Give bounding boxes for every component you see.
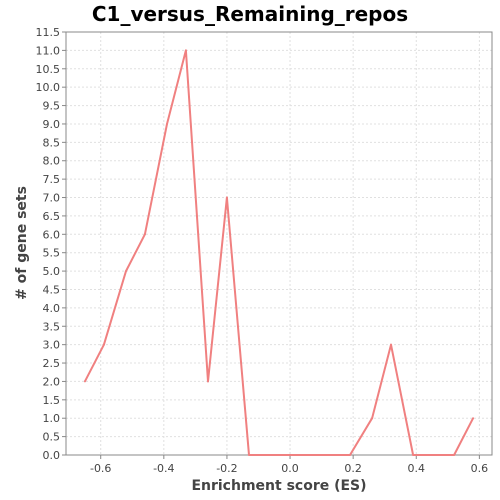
data-point xyxy=(102,343,105,346)
y-tick-label: 7.0 xyxy=(43,192,61,205)
y-tick-label: 0.0 xyxy=(43,449,61,462)
y-tick-label: 11.0 xyxy=(36,44,61,57)
y-tick-label: 6.0 xyxy=(43,228,61,241)
y-tick-label: 5.5 xyxy=(43,247,61,260)
x-tick-label: -0.4 xyxy=(153,462,174,475)
data-point xyxy=(165,122,168,125)
y-tick-label: 9.5 xyxy=(43,100,61,113)
y-tick-label: 7.5 xyxy=(43,173,61,186)
x-axis-label: Enrichment score (ES) xyxy=(191,478,366,494)
x-tick-label: 0.4 xyxy=(408,462,426,475)
y-tick-label: 2.5 xyxy=(43,357,61,370)
data-point xyxy=(83,380,86,383)
y-axis-label: # of gene sets xyxy=(14,186,30,300)
data-point xyxy=(431,454,434,456)
data-point xyxy=(349,454,351,456)
y-tick-label: 1.0 xyxy=(43,412,61,425)
y-tick-label: 10.5 xyxy=(36,63,61,76)
x-tick-label: -0.6 xyxy=(90,462,111,475)
y-tick-label: 1.5 xyxy=(43,394,61,407)
data-point xyxy=(390,343,393,346)
x-tick-label: 0.2 xyxy=(344,462,362,475)
data-point xyxy=(207,380,209,383)
data-point xyxy=(225,196,228,199)
y-axis-ticks: 0.0 0.5 1.0 1.5 2.0 2.5 3.0 3.5 4.0 4.5 5.0 5.5 6.0 6… xyxy=(36,26,66,462)
x-tick-label: 0.0 xyxy=(281,462,299,475)
data-point xyxy=(124,270,127,273)
data-point xyxy=(453,454,456,456)
grid xyxy=(66,31,492,455)
y-tick-label: 3.5 xyxy=(43,320,61,333)
data-point xyxy=(289,454,292,456)
y-tick-label: 6.5 xyxy=(43,210,61,223)
y-tick-label: 5.0 xyxy=(43,265,61,278)
y-tick-label: 8.0 xyxy=(43,155,61,168)
data-point xyxy=(143,233,146,236)
y-tick-label: 4.0 xyxy=(43,302,61,315)
y-tick-label: 10.0 xyxy=(36,81,61,94)
data-point xyxy=(184,49,187,52)
y-tick-label: 2.0 xyxy=(43,375,61,388)
data-point xyxy=(266,454,269,456)
data-point xyxy=(307,454,310,456)
x-tick-label: -0.2 xyxy=(216,462,237,475)
y-tick-label: 0.5 xyxy=(43,431,61,444)
y-tick-label: 4.5 xyxy=(43,283,61,296)
x-tick-label: 0.6 xyxy=(471,462,489,475)
data-point xyxy=(248,454,251,456)
series xyxy=(83,49,475,456)
data-point xyxy=(371,417,374,420)
data-point xyxy=(472,417,475,420)
data-point xyxy=(330,454,333,456)
y-tick-label: 8.5 xyxy=(43,136,61,149)
y-tick-label: 11.5 xyxy=(36,26,61,39)
plot-area xyxy=(65,31,493,456)
chart-title: C1_versus_Remaining_repos xyxy=(92,2,408,26)
y-tick-label: 3.0 xyxy=(43,339,61,352)
data-point xyxy=(412,454,415,456)
x-axis-ticks: -0.6 -0.4 -0.2 0.0 0.2 0.4 0.6 xyxy=(90,455,488,475)
y-tick-label: 9.0 xyxy=(43,118,61,131)
series-line xyxy=(84,49,474,456)
